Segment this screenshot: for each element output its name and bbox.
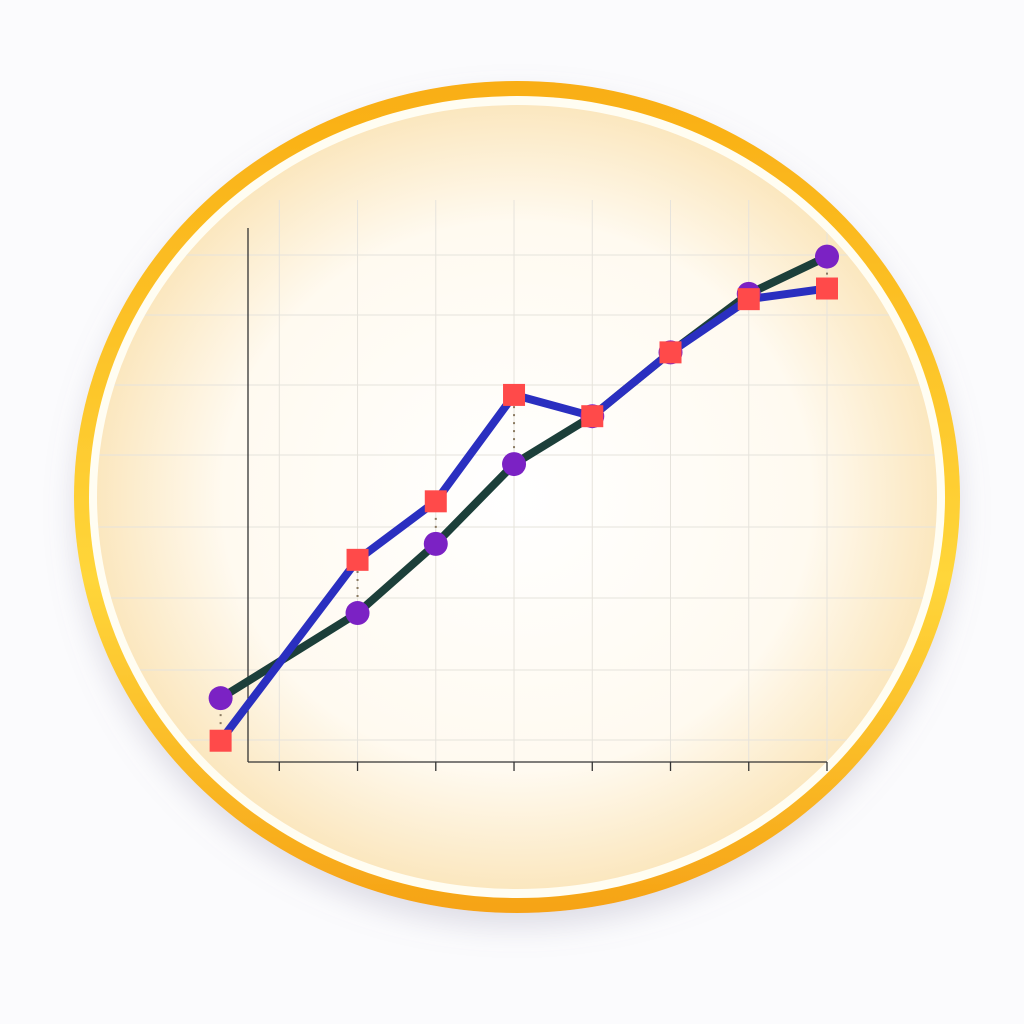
data-point-circle xyxy=(423,531,448,556)
axes xyxy=(247,228,828,771)
data-point-square xyxy=(209,729,232,752)
data-point-square xyxy=(346,548,369,571)
series-line-2 xyxy=(216,284,831,745)
data-point-square xyxy=(503,383,526,406)
data-point-circle xyxy=(345,601,370,626)
data-point-square xyxy=(816,277,838,300)
badge-face xyxy=(97,105,937,889)
data-point-square xyxy=(424,490,447,513)
data-point-square xyxy=(581,405,604,428)
data-point-square xyxy=(737,288,760,311)
data-point-square xyxy=(659,341,682,364)
data-point-circle xyxy=(815,244,839,269)
data-point-circle xyxy=(502,452,527,477)
data-point-circle xyxy=(208,686,233,711)
series-layer xyxy=(208,244,839,752)
